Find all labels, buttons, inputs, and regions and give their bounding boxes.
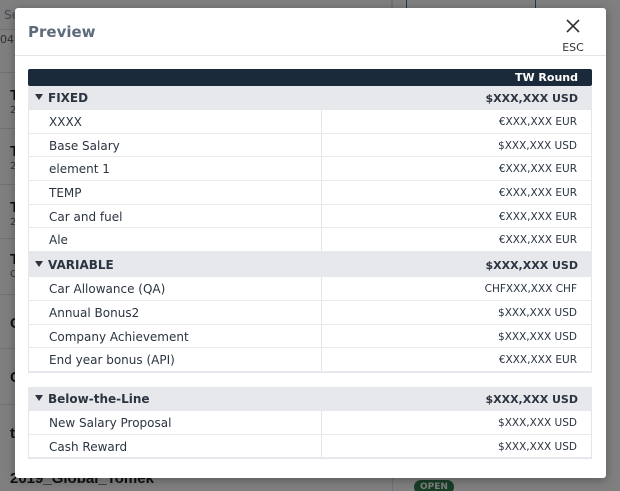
row-value: €XXX,XXX EUR (498, 187, 577, 200)
table-row: Car and fuel €XXX,XXX EUR (29, 204, 591, 229)
section-total: $XXX,XXX USD (485, 259, 578, 273)
table-row: Company Achievement $XXX,XXX USD (29, 324, 591, 349)
column-divider (321, 434, 322, 458)
table-row: Annual Bonus2 $XXX,XXX USD (29, 300, 591, 325)
column-divider (321, 181, 322, 204)
row-value: €XXX,XXX EUR (498, 163, 577, 176)
column-divider (321, 300, 322, 324)
row-value: $XXX,XXX USD (498, 416, 577, 429)
column-divider (321, 228, 322, 252)
column-divider (321, 133, 322, 157)
table-row: Base Salary $XXX,XXX USD (29, 133, 591, 158)
row-label: Base Salary (49, 138, 120, 153)
preview-table: TW Round FIXED $XXX,XXX USD XXXX €XXX,XX… (28, 69, 592, 460)
row-label: TEMP (49, 186, 82, 201)
section-name: Below-the-Line (48, 391, 150, 406)
section-rows-below-the-line: New Salary Proposal $XXX,XXX USD Cash Re… (28, 410, 592, 460)
table-row: Cash Reward $XXX,XXX USD (29, 434, 591, 459)
table-row: Car Allowance (QA) CHFXXX,XXX CHF (29, 277, 591, 301)
preview-modal: Preview ESC TW Round FIXED $XXX,XXX USD … (15, 8, 606, 478)
caret-down-icon[interactable] (35, 394, 43, 401)
section-header-variable[interactable]: VARIABLE $XXX,XXX USD (28, 253, 592, 278)
row-label: Cash Reward (49, 439, 128, 454)
row-value: $XXX,XXX USD (498, 306, 577, 319)
modal-title: Preview (28, 23, 96, 41)
row-label: element 1 (49, 162, 110, 177)
section-rows-fixed: XXXX €XXX,XXX EUR Base Salary $XXX,XXX U… (28, 110, 592, 254)
table-row: element 1 €XXX,XXX EUR (29, 157, 591, 182)
column-divider (321, 110, 322, 133)
row-value: €XXX,XXX EUR (498, 116, 577, 128)
row-value: $XXX,XXX USD (498, 139, 577, 152)
column-divider (321, 157, 322, 181)
row-label: Car Allowance (QA) (49, 282, 166, 297)
column-divider (321, 204, 322, 228)
row-value: €XXX,XXX EUR (498, 354, 577, 367)
esc-hint: ESC (562, 41, 584, 54)
row-value: €XXX,XXX EUR (498, 234, 577, 247)
caret-down-icon[interactable] (35, 94, 43, 100)
column-divider (321, 277, 322, 300)
table-row: XXXX €XXX,XXX EUR (29, 110, 591, 134)
section-header-below-the-line[interactable]: Below-the-Line $XXX,XXX USD (28, 386, 592, 411)
column-divider (321, 348, 322, 371)
section-rows-variable: Car Allowance (QA) CHFXXX,XXX CHF Annual… (28, 277, 592, 373)
table-row: New Salary Proposal $XXX,XXX USD (29, 410, 591, 435)
section-header-fixed[interactable]: FIXED $XXX,XXX USD (28, 86, 592, 110)
row-label: Ale (49, 233, 68, 248)
section-total: $XXX,XXX USD (485, 392, 578, 406)
close-button[interactable]: ESC (560, 17, 586, 54)
row-label: XXXX (49, 115, 82, 129)
row-label: Car and fuel (49, 209, 123, 224)
row-label: New Salary Proposal (49, 415, 172, 430)
section-name: VARIABLE (48, 258, 114, 273)
section-gap (28, 373, 592, 387)
section-total: $XXX,XXX USD (485, 92, 578, 105)
row-value: $XXX,XXX USD (498, 440, 577, 453)
column-divider (321, 410, 322, 434)
row-label: End year bonus (API) (49, 353, 175, 368)
row-label: Annual Bonus2 (49, 305, 140, 320)
row-value: €XXX,XXX EUR (498, 210, 577, 223)
row-value: $XXX,XXX USD (498, 330, 577, 343)
close-icon (566, 19, 580, 33)
row-label: Company Achievement (49, 329, 189, 344)
row-value: CHFXXX,XXX CHF (484, 283, 577, 296)
caret-down-icon[interactable] (35, 261, 43, 268)
column-divider (321, 324, 322, 348)
table-row: End year bonus (API) €XXX,XXX EUR (29, 348, 591, 372)
column-header: TW Round (28, 69, 592, 86)
modal-header: Preview ESC (15, 8, 606, 56)
section-name: FIXED (48, 91, 89, 105)
table-row: TEMP €XXX,XXX EUR (29, 181, 591, 205)
table-row: Ale €XXX,XXX EUR (29, 228, 591, 253)
